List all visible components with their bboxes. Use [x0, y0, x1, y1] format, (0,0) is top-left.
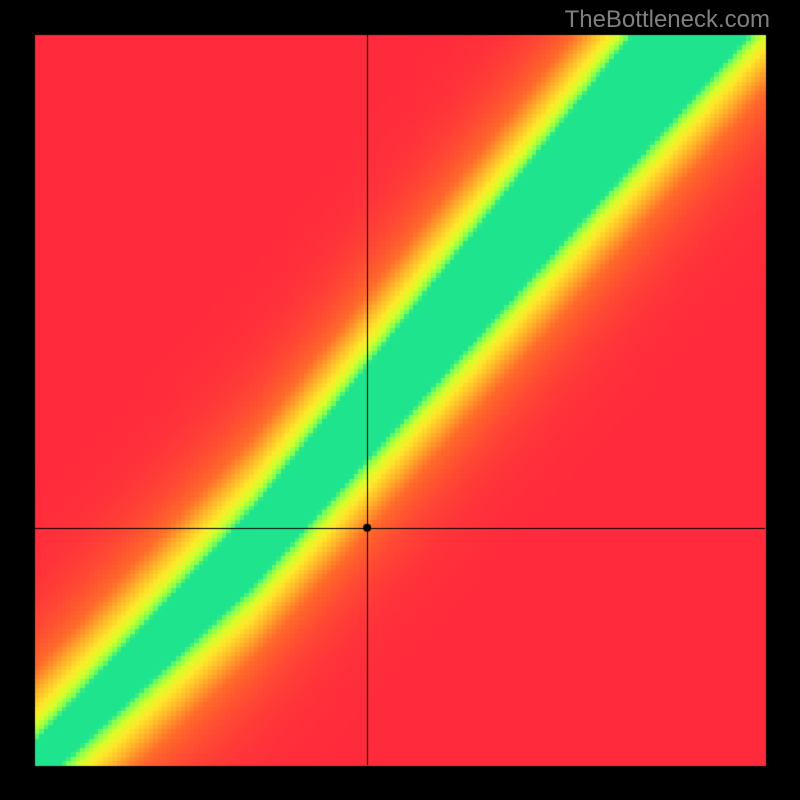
- watermark-text: TheBottleneck.com: [565, 6, 770, 34]
- bottleneck-heatmap: [0, 0, 800, 800]
- chart-container: { "watermark": { "text": "TheBottleneck.…: [0, 0, 800, 800]
